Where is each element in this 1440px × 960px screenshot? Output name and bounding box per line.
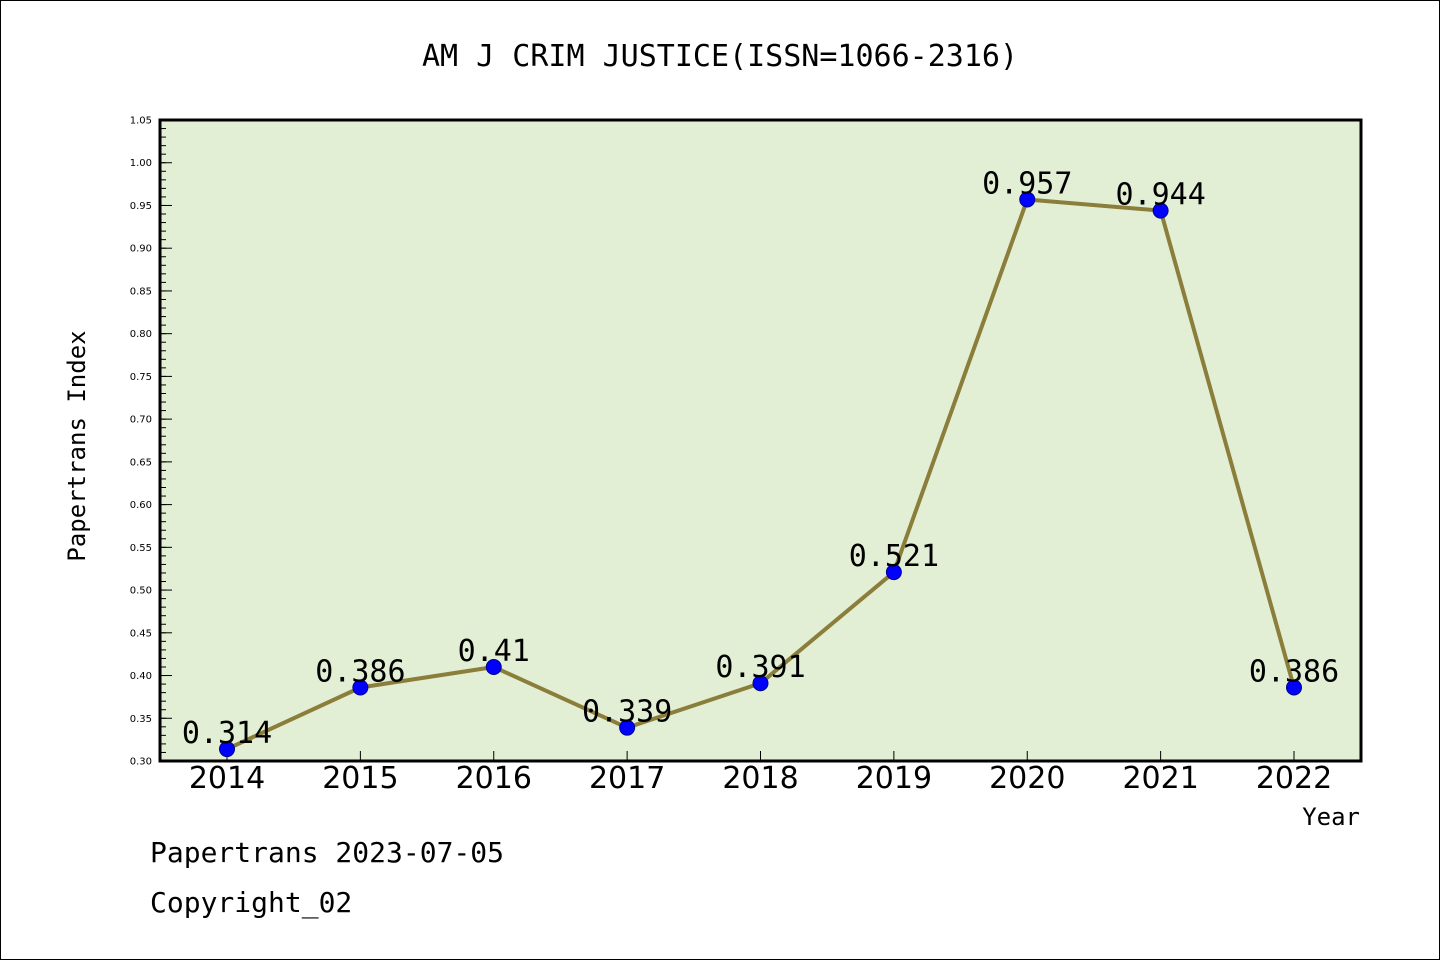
y-tick-label: 0.45 <box>130 628 152 639</box>
y-tick-label: 0.35 <box>130 714 152 725</box>
x-tick-label: 2014 <box>189 761 265 796</box>
x-tick-label: 2019 <box>856 761 932 796</box>
data-label: 0.386 <box>315 654 405 689</box>
data-markers <box>219 191 1302 758</box>
footer-date: Papertrans 2023-07-05 <box>150 836 505 869</box>
x-tick-label: 2020 <box>989 761 1065 796</box>
y-tick-label: 1.05 <box>130 116 152 127</box>
plot-area <box>160 120 1361 761</box>
y-tick-label: 0.55 <box>130 543 152 554</box>
y-tick-label: 1.00 <box>130 158 152 169</box>
data-point <box>752 675 769 692</box>
data-labels: 0.314 0.386 0.41 0.339 0.391 0.521 0.957 0.944 0… <box>182 166 1339 751</box>
data-point <box>619 719 636 736</box>
y-axis: 0.30 0.35 0.40 0.45 0.50 0.55 0.60 0.65 0.70 0.75… <box>130 116 172 768</box>
x-tick-label: 2022 <box>1256 761 1332 796</box>
y-tick-label: 0.65 <box>130 457 152 468</box>
data-label: 0.521 <box>849 539 939 574</box>
y-tick-label: 0.30 <box>130 757 152 768</box>
data-label: 0.41 <box>458 634 530 669</box>
data-point <box>219 741 235 758</box>
x-tick-label: 2021 <box>1122 761 1198 796</box>
data-label: 0.391 <box>715 650 805 685</box>
x-tick-label: 2018 <box>722 761 798 796</box>
y-tick-label: 0.50 <box>130 586 152 597</box>
data-point <box>885 564 902 581</box>
y-axis-label: Papertrans Index <box>63 330 91 561</box>
data-point <box>1286 679 1302 696</box>
y-tick-label: 0.60 <box>130 500 152 511</box>
plot-border <box>158 118 1363 763</box>
x-tick-label: 2017 <box>589 761 665 796</box>
x-tick-label: 2016 <box>456 761 532 796</box>
data-point <box>1019 191 1036 208</box>
y-tick-label: 0.80 <box>130 329 152 340</box>
footer-copyright: Copyright_02 <box>150 886 353 919</box>
data-point <box>485 658 502 675</box>
data-label: 0.386 <box>1249 654 1339 689</box>
data-point <box>1152 202 1169 219</box>
data-label: 0.957 <box>982 166 1072 201</box>
y-tick-label: 0.90 <box>130 244 152 255</box>
x-axis: 2014 2015 2016 2017 2018 2019 2020 2021 2022 <box>189 751 1332 796</box>
y-tick-label: 0.85 <box>130 286 152 297</box>
y-tick-label: 0.95 <box>130 201 152 212</box>
data-label: 0.944 <box>1115 178 1205 213</box>
data-point <box>352 679 369 696</box>
data-label: 0.339 <box>582 695 672 730</box>
y-tick-label: 0.70 <box>130 415 152 426</box>
x-tick-label: 2015 <box>322 761 398 796</box>
x-axis-label: Year <box>1302 803 1360 831</box>
chart-title: AM J CRIM JUSTICE(ISSN=1066-2316) <box>422 39 1018 74</box>
data-label: 0.314 <box>182 716 272 751</box>
y-tick-label: 0.75 <box>130 372 152 383</box>
y-tick-label: 0.40 <box>130 671 152 682</box>
